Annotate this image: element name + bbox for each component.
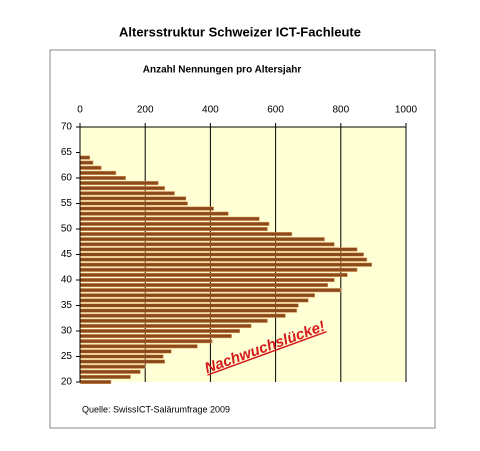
bar (79, 379, 112, 385)
bar (79, 242, 335, 247)
x-tick-label: 0 (77, 105, 83, 116)
chart-subtitle: Anzahl Nennungen pro Altersjahr (143, 65, 302, 76)
chart-title: Altersstruktur Schweizer ICT-Fachleute (119, 24, 361, 39)
bar (79, 323, 252, 328)
source: Quelle: SwissICT-Salärumfrage 2009 (82, 404, 230, 414)
bar (79, 221, 270, 226)
bar (79, 334, 232, 339)
bar (79, 226, 268, 232)
y-tick-label: 55 (61, 198, 73, 209)
bar (79, 186, 166, 191)
bar (79, 216, 260, 221)
bar (79, 267, 358, 272)
bar (79, 257, 368, 262)
y-tick-label: 50 (61, 224, 73, 235)
bar (79, 283, 329, 288)
bar (79, 354, 164, 359)
bar (79, 339, 213, 344)
x-tick-label: 400 (202, 105, 219, 116)
y-tick-label: 35 (61, 300, 73, 311)
x-tick-label: 800 (332, 105, 349, 116)
bar (79, 349, 172, 354)
bar (79, 170, 117, 175)
bar (79, 318, 268, 323)
y-tick-label: 60 (61, 173, 73, 184)
bar (79, 237, 325, 242)
y-tick-label: 40 (61, 275, 73, 286)
y-tick-label: 45 (61, 249, 73, 260)
bar (79, 247, 358, 252)
bar (79, 293, 315, 298)
bar (79, 272, 348, 277)
bar (79, 165, 102, 170)
bar (79, 303, 299, 308)
bar (79, 313, 286, 318)
bar (79, 344, 198, 349)
bar (79, 196, 187, 201)
bar (79, 211, 229, 216)
bar (79, 155, 91, 160)
bar (79, 288, 342, 293)
y-tick-label: 30 (61, 326, 73, 337)
x-tick-label: 600 (267, 105, 284, 116)
x-tick-label: 200 (137, 105, 154, 116)
bar (79, 308, 298, 313)
bar (79, 328, 240, 334)
bar (79, 359, 166, 364)
y-tick-label: 20 (61, 377, 73, 388)
bar (79, 175, 126, 181)
bar (79, 181, 159, 186)
y-tick-label: 25 (61, 351, 73, 362)
y-tick-label: 70 (61, 122, 73, 133)
bar (79, 369, 141, 374)
bar (79, 364, 146, 369)
y-tick-label: 65 (61, 147, 73, 158)
bar (79, 232, 293, 237)
x-tick-label: 1000 (395, 105, 418, 116)
bar (79, 201, 188, 206)
bar (79, 160, 94, 165)
bar (79, 374, 131, 379)
bar (79, 277, 335, 283)
bar (79, 191, 175, 196)
bar (79, 206, 214, 211)
bar (79, 298, 309, 303)
bar (79, 262, 373, 267)
bar (79, 252, 364, 257)
